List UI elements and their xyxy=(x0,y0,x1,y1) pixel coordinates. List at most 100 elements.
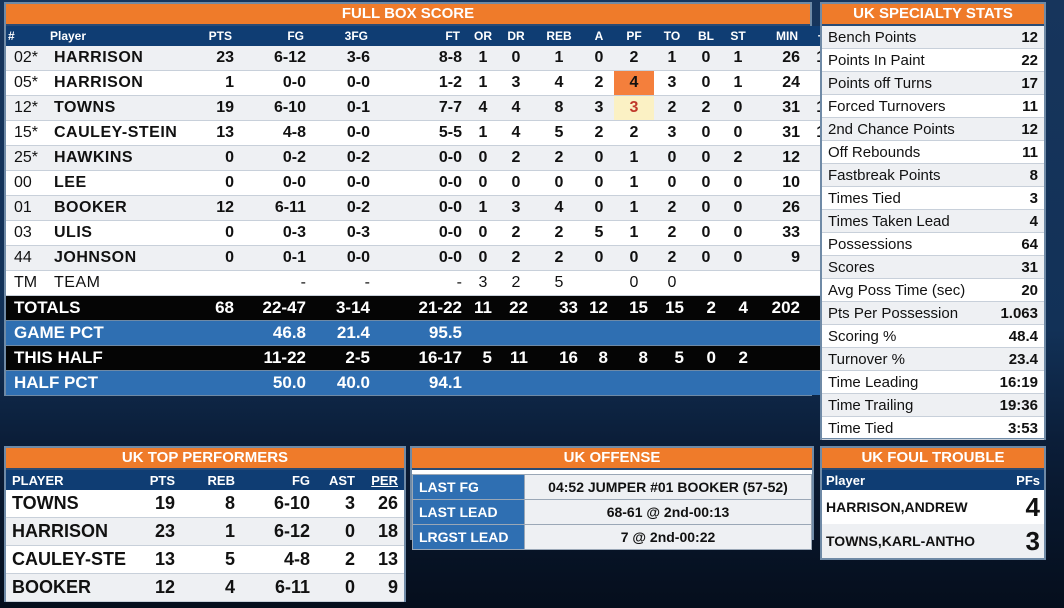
performer-reb-cell: 4 xyxy=(181,573,241,602)
player-bl-cell: 0 xyxy=(690,220,722,246)
this-half-3fg: 2-5 xyxy=(312,345,376,371)
half-pct-label: HALF PCT xyxy=(6,370,188,395)
perf-col-ast: AST xyxy=(316,470,361,490)
foul-header-row: Player PFs xyxy=(822,470,1044,490)
stat-label: Fastbreak Points xyxy=(822,163,992,187)
player-a-cell: 0 xyxy=(584,170,614,196)
stat-value: 17 xyxy=(992,71,1044,95)
perf-col-per-link[interactable]: PER xyxy=(361,470,404,490)
stat-value: 3:53 xyxy=(992,416,1044,440)
player-tfg-cell: 0-2 xyxy=(312,195,376,221)
stat-value: 16:19 xyxy=(992,370,1044,394)
totals-dr: 22 xyxy=(498,295,534,321)
player-name-cell: LEE xyxy=(48,170,188,196)
player-name-cell: HAWKINS xyxy=(48,145,188,171)
player-reb-cell: 0 xyxy=(534,170,584,196)
player-min-cell: 31 xyxy=(754,95,806,121)
table-row: LRGST LEAD 7 @ 2nd-00:22 xyxy=(412,524,812,550)
stat-value: 8 xyxy=(992,163,1044,187)
stat-label: Times Taken Lead xyxy=(822,209,992,233)
player-pts-cell: 19 xyxy=(188,95,240,121)
list-item: Points In Paint 22 xyxy=(822,48,1044,72)
box-score-body: 02*HARRISON236-123-68-810102101261005*HA… xyxy=(6,46,840,296)
player-dr-cell: 2 xyxy=(498,270,534,296)
player-reb-cell: 4 xyxy=(534,70,584,96)
list-item: Bench Points 12 xyxy=(822,26,1044,49)
player-pf-cell: 0 xyxy=(614,270,654,296)
this-half-a: 8 xyxy=(584,345,614,371)
offense-panel: UK OFFENSE LAST FG 04:52 JUMPER #01 BOOKE… xyxy=(410,446,814,550)
this-half-pts xyxy=(188,345,240,371)
table-row: HARRISON 23 1 6-12 0 18 xyxy=(6,517,404,546)
player-st-cell: 0 xyxy=(722,170,754,196)
table-row: LAST LEAD 68-61 @ 2nd-00:13 xyxy=(412,499,812,525)
game-pct-label: GAME PCT xyxy=(6,320,188,346)
performer-reb-cell: 8 xyxy=(181,490,241,518)
player-pts-cell: 0 xyxy=(188,170,240,196)
player-dr-cell: 3 xyxy=(498,195,534,221)
foul-col-pfs: PFs xyxy=(994,470,1044,490)
player-reb-cell: 1 xyxy=(534,46,584,71)
player-ft-cell: - xyxy=(376,270,468,296)
half-pct-empty xyxy=(468,370,840,395)
stat-label: Off Rebounds xyxy=(822,140,992,164)
player-bl-cell: 0 xyxy=(690,245,722,271)
player-ft-cell: 0-0 xyxy=(376,145,468,171)
player-fg-cell: 0-1 xyxy=(240,245,312,271)
player-min-cell xyxy=(754,270,806,296)
player-a-cell: 2 xyxy=(584,70,614,96)
player-a-cell: 0 xyxy=(584,195,614,221)
player-pf-cell: 3 xyxy=(614,95,654,121)
performer-fg-cell: 4-8 xyxy=(241,545,316,574)
this-half-reb: 16 xyxy=(534,345,584,371)
player-a-cell: 3 xyxy=(584,95,614,121)
player-fg-cell: 0-0 xyxy=(240,70,312,96)
half-pct-pts xyxy=(188,370,240,395)
player-fg-cell: - xyxy=(240,270,312,296)
stat-value: 22 xyxy=(992,48,1044,72)
this-half-row: THIS HALF 11-22 2-5 16-17 5 11 16 8 8 5 … xyxy=(6,345,840,371)
player-num-cell: 25* xyxy=(6,145,48,171)
player-ft-cell: 0-0 xyxy=(376,195,468,221)
player-pts-cell: 13 xyxy=(188,120,240,146)
table-row: BOOKER 12 4 6-11 0 9 xyxy=(6,573,404,602)
this-half-label: THIS HALF xyxy=(6,345,188,371)
player-fg-cell: 6-12 xyxy=(240,46,312,71)
player-or-cell: 1 xyxy=(468,120,498,146)
list-item: Off Rebounds 11 xyxy=(822,140,1044,164)
offense-label: LAST FG xyxy=(412,474,525,500)
stat-label: Avg Poss Time (sec) xyxy=(822,278,992,302)
box-score-table: # Player PTS FG 3FG FT OR DR REB A PF TO… xyxy=(6,26,840,395)
player-a-cell: 2 xyxy=(584,120,614,146)
player-or-cell: 4 xyxy=(468,95,498,121)
totals-min: 202 xyxy=(754,295,806,321)
offense-value: 68-61 @ 2nd-00:13 xyxy=(524,499,812,525)
stat-label: Pts Per Possession xyxy=(822,301,992,325)
table-row: TOWNS,KARL-ANTHO 3 xyxy=(822,524,1044,558)
this-half-st: 2 xyxy=(722,345,754,371)
player-pf-cell: 1 xyxy=(614,195,654,221)
stat-value: 4 xyxy=(992,209,1044,233)
player-pts-cell: 1 xyxy=(188,70,240,96)
stat-value: 12 xyxy=(992,117,1044,141)
col-header-min: MIN xyxy=(754,26,806,46)
player-dr-cell: 2 xyxy=(498,220,534,246)
foul-trouble-title: UK FOUL TROUBLE xyxy=(822,448,1044,470)
list-item: Forced Turnovers 11 xyxy=(822,94,1044,118)
offense-title: UK OFFENSE xyxy=(412,448,812,470)
foul-col-player: Player xyxy=(822,470,994,490)
player-or-cell: 0 xyxy=(468,245,498,271)
player-or-cell: 0 xyxy=(468,220,498,246)
list-item: Time Tied 3:53 xyxy=(822,416,1044,440)
player-a-cell xyxy=(584,270,614,296)
player-num-cell: TM xyxy=(6,270,48,296)
player-name-cell: JOHNSON xyxy=(48,245,188,271)
performer-fg-cell: 6-10 xyxy=(241,490,316,518)
player-st-cell: 0 xyxy=(722,195,754,221)
player-reb-cell: 2 xyxy=(534,145,584,171)
list-item: Time Leading 16:19 xyxy=(822,370,1044,394)
